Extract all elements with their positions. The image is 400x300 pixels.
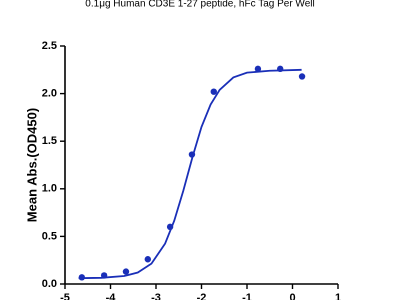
- y-tick-label: 1.0: [42, 183, 57, 195]
- data-point: [144, 256, 152, 263]
- x-tick-label: -3: [151, 292, 161, 300]
- x-tick-label: -4: [106, 292, 117, 300]
- y-tick-label: 1.5: [42, 135, 57, 147]
- data-point: [122, 268, 130, 275]
- data-point: [210, 88, 217, 95]
- data-point: [254, 65, 262, 73]
- x-tick-label: 0: [289, 292, 295, 300]
- x-tick-label: 1: [335, 292, 341, 300]
- data-point: [298, 73, 306, 80]
- chart-title: 0.1μg Human CD3E 1-27 peptide, hFc Tag P…: [85, 0, 314, 10]
- y-tick-label: 2.0: [42, 88, 57, 100]
- y-tick-label: 0.0: [42, 278, 57, 290]
- y-tick-label: 2.5: [42, 40, 57, 52]
- fit-curve: [78, 68, 302, 280]
- x-tick-label: -2: [197, 292, 207, 300]
- y-tick-label: 0.5: [42, 230, 57, 242]
- y-axis-label: Mean Abs.(OD450): [24, 108, 39, 222]
- x-tick-label: -1: [242, 292, 252, 300]
- x-tick-label: -5: [60, 292, 70, 300]
